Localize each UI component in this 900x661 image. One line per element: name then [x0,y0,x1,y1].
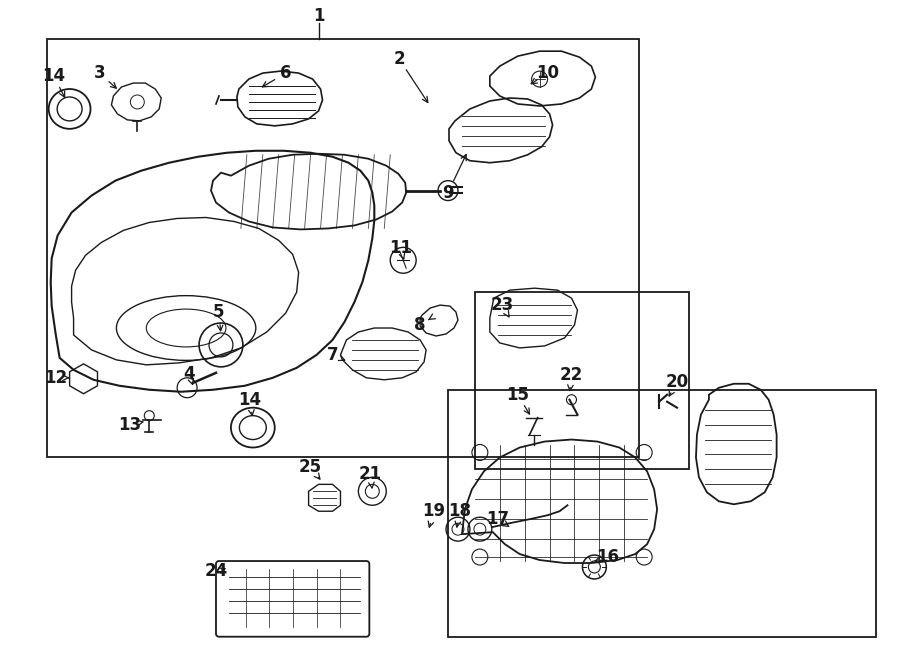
Text: 6: 6 [280,64,292,82]
Text: 17: 17 [486,510,509,528]
Text: 8: 8 [414,316,426,334]
Text: 15: 15 [506,386,529,404]
Text: 23: 23 [491,296,513,314]
Text: 13: 13 [118,416,141,434]
Text: 10: 10 [536,64,559,82]
Text: 16: 16 [596,548,619,566]
Text: 12: 12 [44,369,68,387]
Text: 7: 7 [327,346,338,364]
Text: 24: 24 [204,562,228,580]
Text: 9: 9 [442,184,454,202]
Text: 11: 11 [389,239,411,257]
Text: 3: 3 [94,64,105,82]
Text: 14: 14 [238,391,261,408]
Text: 18: 18 [448,502,472,520]
Text: 14: 14 [42,67,65,85]
Text: 22: 22 [560,366,583,384]
Bar [47,39,639,457]
Text: 1: 1 [313,7,324,25]
Text: 20: 20 [665,373,688,391]
Text: 19: 19 [422,502,446,520]
Text: 25: 25 [299,459,322,477]
Bar [448,390,877,637]
Text: 4: 4 [184,365,195,383]
Bar [475,292,689,469]
Text: 21: 21 [359,465,382,483]
Text: 5: 5 [213,303,225,321]
Text: 2: 2 [393,50,405,68]
